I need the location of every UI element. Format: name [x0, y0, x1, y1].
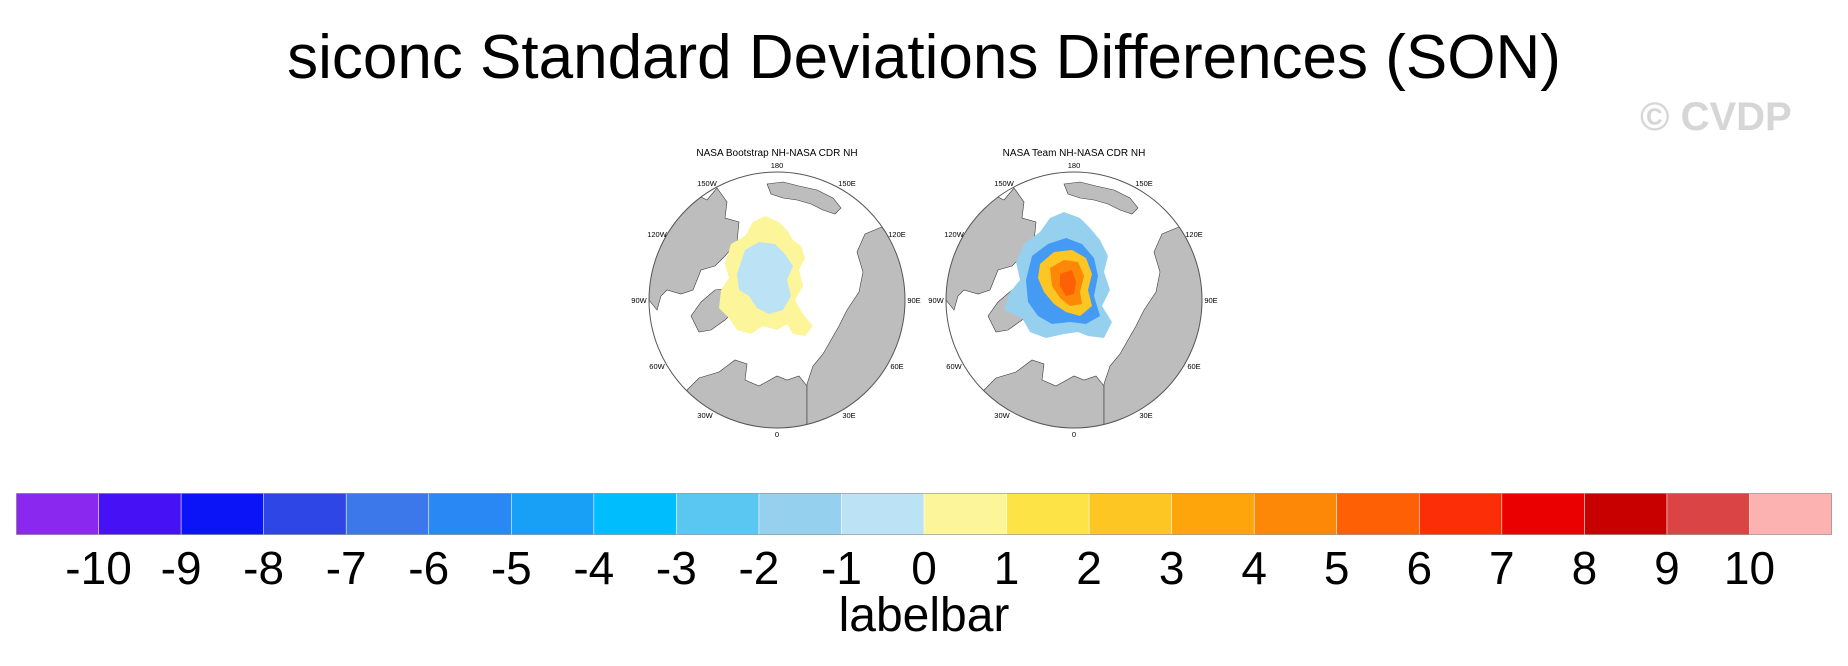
map-panel-bootstrap: NASA Bootstrap NH-NASA CDR NH 180 150E 1… [627, 140, 927, 440]
lon-label-90e: 90E [1204, 296, 1217, 305]
labelbar-tick-label: 7 [1489, 542, 1515, 594]
labelbar-tick-label: 1 [993, 542, 1020, 594]
ice-diff-positive-max [1060, 270, 1076, 296]
lon-label-120w: 120W [647, 230, 668, 239]
lon-label-60e: 60E [890, 362, 903, 371]
labelbar-swatch [345, 493, 430, 535]
lon-label-30e: 30E [842, 411, 855, 420]
labelbar-frame [16, 493, 1832, 535]
labelbar-swatch [180, 493, 265, 535]
labelbar-tick-label: -9 [160, 542, 202, 594]
labelbar-swatch [676, 493, 760, 535]
labelbar-swatch [1501, 493, 1586, 535]
cvdp-watermark: © CVDP [1640, 95, 1792, 139]
labelbar-swatch [510, 493, 595, 535]
lon-label-120w: 120W [944, 230, 965, 239]
lon-label-150w: 150W [697, 179, 718, 188]
labelbar-tick-label: -2 [738, 542, 780, 594]
lon-label-0: 0 [1072, 430, 1076, 439]
map-boundary [945, 171, 1203, 429]
labelbar-swatch [923, 493, 1008, 535]
lon-label-30w: 30W [994, 411, 1010, 420]
labelbar-tick-label: 6 [1406, 542, 1433, 594]
lon-label-180: 180 [1068, 161, 1081, 170]
labelbar-tick-label: -7 [325, 542, 367, 594]
lon-label-150e: 150E [838, 179, 856, 188]
figure-title: siconc Standard Deviations Differences (… [287, 23, 1561, 92]
labelbar-swatches [16, 493, 1832, 535]
polar-map-team: NASA Team NH-NASA CDR NH 180 150E 120E 9… [928, 148, 1217, 439]
lon-label-150e: 150E [1135, 179, 1153, 188]
labelbar-swatch [1418, 493, 1503, 535]
labelbar-tick-label: 3 [1158, 542, 1185, 594]
labelbar-swatch [758, 493, 843, 535]
lon-label-30e: 30E [1139, 411, 1152, 420]
lon-label-120e: 120E [888, 230, 906, 239]
labelbar-tick-label: -1 [821, 542, 862, 594]
labelbar-tick-label: 8 [1571, 542, 1598, 594]
labelbar-swatch [428, 493, 513, 535]
labelbar [16, 493, 1832, 535]
labelbar-swatch [1666, 493, 1751, 535]
labelbar-tick-label: 9 [1654, 542, 1680, 594]
lon-label-60w: 60W [946, 362, 962, 371]
lon-label-60w: 60W [649, 362, 665, 371]
land-bering [1063, 181, 1139, 215]
labelbar-swatch [1336, 493, 1421, 535]
panel-title: NASA Bootstrap NH-NASA CDR NH [696, 148, 857, 159]
lon-label-180: 180 [771, 161, 784, 170]
labelbar-swatch [1749, 493, 1832, 535]
labelbar-swatch [841, 493, 925, 535]
ice-diff-negative [737, 242, 793, 314]
labelbar-swatch [593, 493, 678, 535]
labelbar-tick-label: -8 [243, 542, 285, 594]
labelbar-tick-label: -5 [490, 542, 532, 594]
labelbar-tick-label: -10 [65, 542, 132, 594]
labelbar-tick-label: 2 [1076, 542, 1102, 594]
labelbar-swatch [1253, 493, 1338, 535]
labelbar-swatch [1584, 493, 1668, 535]
labelbar-swatch [1088, 493, 1173, 535]
map-boundary [648, 171, 906, 429]
labelbar-tick-label: 0 [911, 542, 937, 594]
labelbar-swatch [1006, 493, 1090, 535]
labelbar-swatch [16, 493, 100, 535]
panel-title: NASA Team NH-NASA CDR NH [1003, 148, 1146, 159]
labelbar-tick-label: 10 [1723, 542, 1776, 594]
labelbar-tick-label: 5 [1323, 542, 1350, 594]
labelbar-swatch [1171, 493, 1255, 535]
labelbar-swatch [98, 493, 182, 535]
labelbar-tick-label: -6 [408, 542, 450, 594]
lon-label-90w: 90W [928, 296, 944, 305]
lon-label-150w: 150W [994, 179, 1015, 188]
lon-label-90e: 90E [907, 296, 920, 305]
labelbar-tick-label: -3 [655, 542, 697, 594]
labelbar-swatch [263, 493, 347, 535]
map-panel-team: NASA Team NH-NASA CDR NH 180 150E 120E 9… [924, 140, 1224, 440]
labelbar-tick-label: 4 [1241, 542, 1267, 594]
lon-label-120e: 120E [1185, 230, 1203, 239]
labelbar-tick-label: -4 [573, 542, 615, 594]
land-bering [766, 181, 842, 215]
lon-label-90w: 90W [631, 296, 647, 305]
lon-label-30w: 30W [697, 411, 713, 420]
labelbar-caption: labelbar [838, 589, 1010, 642]
polar-map-bootstrap: NASA Bootstrap NH-NASA CDR NH 180 150E 1… [631, 148, 920, 439]
lon-label-60e: 60E [1187, 362, 1200, 371]
lon-label-0: 0 [775, 430, 779, 439]
